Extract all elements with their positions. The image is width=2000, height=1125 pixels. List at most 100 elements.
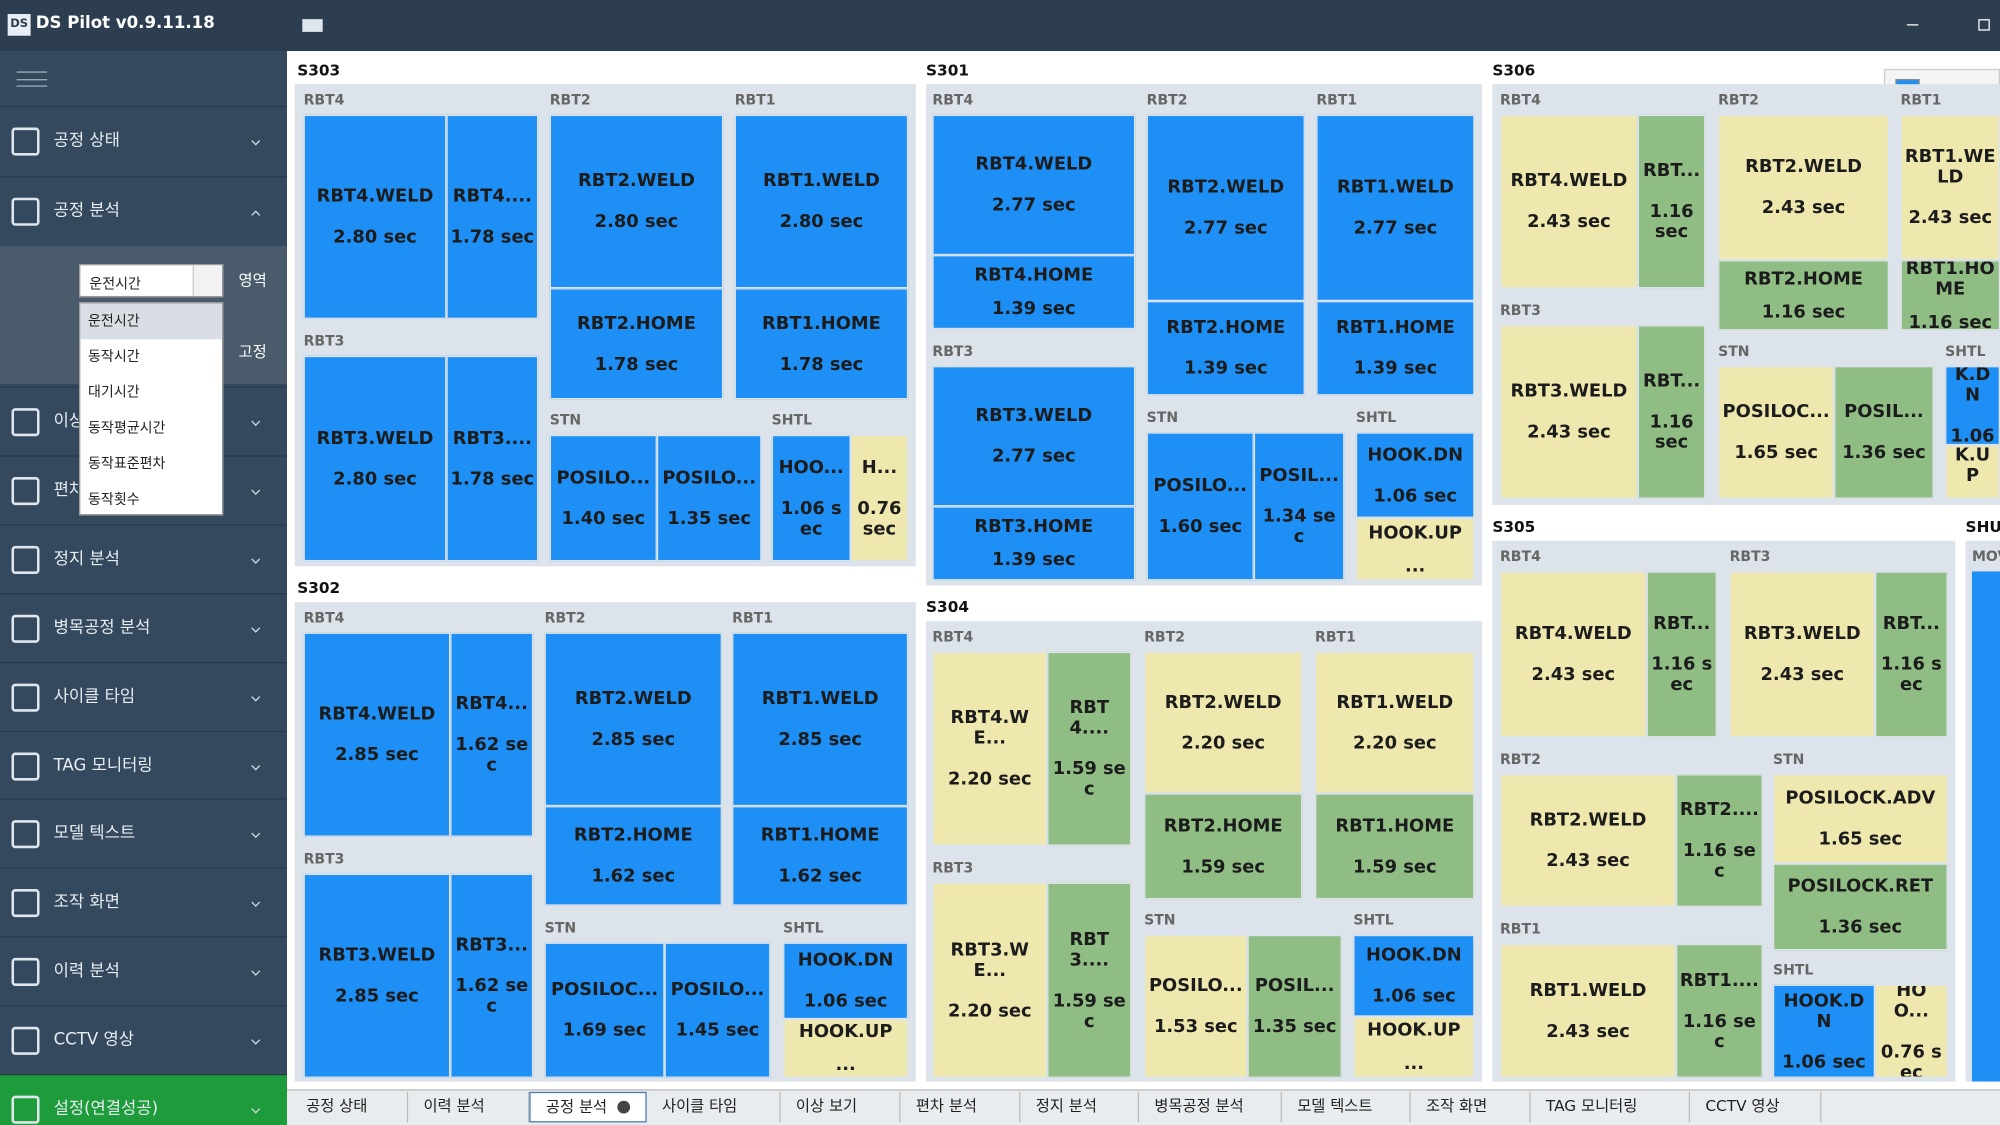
tile[interactable]: RBT1.WELD 2.77 sec — [1316, 114, 1475, 302]
dropdown-option[interactable]: 운전시간 — [80, 303, 222, 340]
tile[interactable]: RBT3.WELD 2.85 sec — [303, 873, 451, 1078]
tile[interactable]: RBT4.WELD 2.85 sec — [303, 632, 451, 837]
tile[interactable]: HOOK.UP... — [1355, 517, 1475, 581]
tile[interactable]: RBT4.WELD 2.43 sec — [1499, 114, 1638, 289]
tile[interactable]: RBT2.HOME 1.59 sec — [1144, 793, 1303, 900]
menu-item[interactable]: 이력 분석 — [0, 936, 287, 1005]
tile[interactable]: RBT1.WELD 2.80 sec — [734, 114, 909, 289]
tile[interactable]: RBT3.... 1.59 sec — [1047, 882, 1132, 1078]
tab[interactable]: 조작 화면 — [1411, 1091, 1531, 1123]
tile[interactable]: HOOK.DN 1.06 sec — [1355, 432, 1475, 518]
tile[interactable]: POSILOC... 1.65 sec — [1718, 366, 1835, 499]
dropdown-option[interactable]: 대기시간 — [88, 383, 140, 401]
menu-item[interactable]: 공정 분석 — [0, 176, 287, 245]
tile[interactable]: RBT2.WELD 2.77 sec — [1146, 114, 1305, 302]
tab[interactable]: 공정 분석 — [529, 1091, 647, 1123]
tile[interactable]: POSIL... 1.34 sec — [1253, 432, 1345, 581]
tab[interactable]: 이력 분석 — [408, 1091, 530, 1123]
tile[interactable]: RBT1.WELD 2.20 sec — [1315, 651, 1475, 794]
tile[interactable]: POSILOCK.RET 1.36 sec — [1772, 863, 1948, 951]
tile[interactable]: RBT2.HOME 1.39 sec — [1146, 301, 1305, 396]
tile[interactable]: RBT3.WELD 2.43 sec — [1499, 325, 1638, 499]
tile[interactable]: RBT1.WELD 2.43 sec — [1499, 943, 1677, 1078]
tile[interactable]: RBT3.WELD 2.43 sec — [1729, 571, 1875, 738]
dropdown-select[interactable]: 운전시간 — [79, 264, 224, 298]
tile[interactable]: RBT4.WELD 2.77 sec — [932, 114, 1136, 256]
hamburger[interactable] — [16, 71, 48, 87]
tab[interactable]: 병목공정 분석 — [1139, 1091, 1282, 1123]
maximize-button[interactable] — [1978, 19, 1990, 31]
tile[interactable]: RBT3.WE... 2.20 sec — [932, 882, 1048, 1078]
tile[interactable]: H... 0.76 sec — [850, 434, 909, 562]
minimize-button[interactable] — [1906, 24, 1919, 26]
tile[interactable]: RBT1.WELD 2.43 sec — [1900, 114, 2000, 261]
tile[interactable]: RBT4.WE... 2.20 sec — [932, 651, 1048, 846]
tile[interactable]: RBT2.HOME 1.62 sec — [544, 806, 722, 906]
tile[interactable]: RBT2.WELD 2.43 sec — [1499, 774, 1677, 907]
tile[interactable]: RBT2.WELD 2.20 sec — [1144, 651, 1303, 794]
tile[interactable]: RBT3.... 1.78 sec — [446, 355, 539, 562]
tile[interactable]: RBT1.... 1.16 sec — [1676, 943, 1763, 1078]
tile[interactable]: HOOK.DN 1.06 sec — [783, 942, 909, 1020]
tile[interactable]: HOOK.DN 1.06 sec — [1945, 366, 2000, 446]
menu-item[interactable]: 조작 화면 — [0, 867, 287, 936]
tile[interactable]: HOOK.DN 1.06 sec — [1353, 934, 1475, 1017]
tile[interactable]: RBT4.... 1.59 sec — [1047, 651, 1132, 846]
tile[interactable]: RBT2.HOME 1.78 sec — [549, 288, 724, 400]
menu-item[interactable]: 공정 상태 — [0, 105, 287, 175]
dropdown-option[interactable]: 동작표준편차 — [88, 455, 166, 472]
tile[interactable]: RBT3.WELD 2.77 sec — [932, 366, 1136, 507]
tile[interactable]: RBT3.WELD 2.80 sec — [303, 355, 447, 562]
tile[interactable]: HOO... 0.76 sec — [1874, 984, 1948, 1078]
tab[interactable]: 모델 텍스트 — [1282, 1091, 1411, 1123]
tile[interactable]: RBT4... 1.62 sec — [450, 632, 534, 837]
tab-close[interactable] — [617, 1100, 631, 1114]
tile[interactable]: RBT2.WELD 2.43 sec — [1718, 114, 1890, 261]
menu-item[interactable]: 설정(연결성공) — [0, 1073, 287, 1125]
tile[interactable]: RBT... 1.16 sec — [1637, 114, 1706, 289]
tile[interactable]: POSILO... 1.45 sec — [664, 942, 771, 1078]
dropdown-option[interactable]: 동작시간 — [88, 348, 140, 365]
dropdown-option[interactable]: 동작평균시간 — [88, 419, 166, 437]
tile[interactable]: RBT... 1.16 sec — [1646, 571, 1717, 738]
menu-icon[interactable] — [302, 19, 323, 32]
tile[interactable]: POSIL... 1.36 sec — [1834, 366, 1934, 499]
tile[interactable]: RBT4.HOME 1.39 sec — [932, 255, 1136, 330]
tile[interactable]: POSILOCK.ADV 1.65 sec — [1772, 774, 1948, 864]
tile[interactable]: RBT2.WELD 2.85 sec — [544, 632, 722, 807]
dropdown-option[interactable]: 동작횟수 — [88, 491, 140, 508]
tile[interactable]: RBT2.HOME 1.16 sec — [1718, 260, 1890, 331]
tile[interactable]: RBT... 1.16 sec — [1637, 325, 1706, 499]
tile[interactable]: RBT1.HOME 1.62 sec — [732, 806, 909, 906]
tab[interactable]: 편차 분석 — [901, 1091, 1021, 1123]
tile[interactable]: RBT4.... 1.78 sec — [446, 114, 539, 319]
tile[interactable]: POSILO... 1.53 sec — [1144, 934, 1248, 1078]
menu-item[interactable]: 병목공정 분석 — [0, 593, 287, 662]
tile[interactable]: RBT2.... 1.16 sec — [1676, 774, 1763, 907]
tile[interactable]: RBT1.HOME 1.39 sec — [1316, 301, 1475, 396]
tile[interactable]: RBT2.WELD 2.80 sec — [549, 114, 724, 289]
menu-item[interactable]: 정지 분석 — [0, 524, 287, 593]
menu-item[interactable]: TAG 모니터링 — [0, 730, 287, 800]
tab[interactable]: CCTV 영상 — [1690, 1091, 1822, 1123]
tab[interactable]: 사이클 타임 — [647, 1091, 781, 1123]
tile[interactable]: RBT4.WELD 2.80 sec — [303, 114, 447, 319]
tab[interactable]: 정지 분석 — [1020, 1091, 1140, 1123]
tile[interactable]: RBT3.HOME 1.39 sec — [932, 506, 1136, 581]
tile[interactable]: POSILO... 1.60 sec — [1146, 432, 1254, 581]
tile[interactable]: RBT4.WELD 2.43 sec — [1499, 571, 1647, 738]
tile[interactable]: HOOK.UP... — [1353, 1016, 1475, 1078]
menu-item[interactable]: CCTV 영상 — [0, 1005, 287, 1074]
tab[interactable]: TAG 모니터링 — [1531, 1091, 1691, 1123]
tile[interactable]: HOO... 1.06 sec — [771, 434, 851, 562]
tile[interactable]: RBT1.WELD 2.85 sec — [732, 632, 909, 807]
tab[interactable]: 이상 보기 — [781, 1091, 901, 1123]
tile[interactable]: HOOK.UP... — [1945, 445, 2000, 499]
tile[interactable]: RBT... 1.16 sec — [1874, 571, 1948, 738]
tile[interactable]: RBT3... 1.62 sec — [450, 873, 534, 1078]
tile[interactable]: POSIL... 1.35 sec — [1247, 934, 1342, 1078]
menu-item[interactable]: 모델 텍스트 — [0, 798, 287, 867]
tile[interactable]: POSILOC... 1.69 sec — [544, 942, 665, 1078]
tab[interactable]: 공정 상태 — [291, 1091, 409, 1123]
menu-item[interactable]: 사이클 타임 — [0, 661, 287, 731]
